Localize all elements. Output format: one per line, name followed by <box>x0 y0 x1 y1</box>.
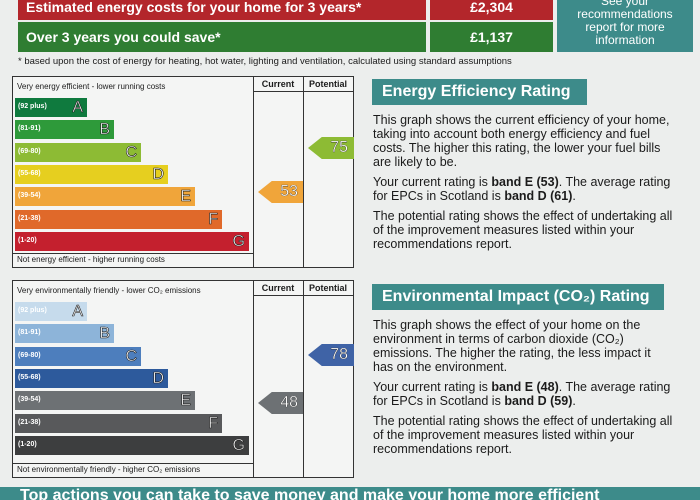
band-range: (55-68) <box>18 373 41 381</box>
band-letter: G <box>232 232 245 250</box>
band-letter: E <box>180 392 191 410</box>
band: (39-54) E <box>15 187 195 207</box>
text: This graph shows the effect of your home… <box>373 318 651 374</box>
band-letter: B <box>99 325 110 343</box>
paragraph: The potential rating shows the effect of… <box>373 209 673 251</box>
environment-chart: 48 78 Current Potential Very environmental… <box>12 280 354 478</box>
bottom-line <box>13 463 253 464</box>
text: band D (59) <box>504 394 573 408</box>
text: Your current rating is <box>373 175 492 189</box>
text: The potential rating shows the effect of… <box>373 414 673 456</box>
paragraph: This graph shows the current efficiency … <box>373 113 673 169</box>
band: (1-20) G <box>15 231 249 251</box>
potential-arrow: 78 <box>308 344 354 366</box>
band-letter: C <box>125 347 137 365</box>
text: band E (53) <box>491 175 559 189</box>
header-line <box>253 91 354 92</box>
band-range: (1-20) <box>18 236 37 244</box>
band-range: (92 plus) <box>18 103 47 110</box>
environment-heading: Environmental Impact (CO₂) Rating <box>372 284 664 310</box>
band-range: (81-91) <box>18 125 41 133</box>
band: (81-91) B <box>15 120 114 140</box>
text: band E (48) <box>491 380 559 394</box>
potential-arrow: 75 <box>308 137 354 159</box>
column-line <box>303 281 304 477</box>
column-line <box>303 77 304 267</box>
top-label: Very energy efficient - lower running co… <box>17 82 166 91</box>
band: (55-68) D <box>15 164 168 184</box>
band-range: (81-91) <box>18 329 41 337</box>
text: This graph shows the current efficiency … <box>373 113 670 169</box>
band-range: (39-54) <box>18 396 41 404</box>
band-range: (21-38) <box>18 214 41 222</box>
column-title: Potential <box>308 79 347 89</box>
band: (69-80) C <box>15 142 141 162</box>
band: (1-20) G <box>15 435 249 455</box>
footer: Top actions you can take to save money a… <box>0 487 700 500</box>
band-range: (1-20) <box>18 440 37 448</box>
band: (39-54) E <box>15 391 195 411</box>
band-letter: C <box>125 143 137 161</box>
band-range: (92 plus) <box>18 307 47 314</box>
band-range: (55-68) <box>18 169 41 177</box>
band: (81-91) B <box>15 324 114 344</box>
top-label: Very environmentally friendly - lower CO… <box>17 286 201 295</box>
footnote: * based upon the cost of energy for heat… <box>18 56 512 67</box>
note: See your recommendations report for more… <box>557 0 693 52</box>
band-letter: F <box>208 210 218 228</box>
band-letter: F <box>208 414 218 432</box>
band: (69-80) C <box>15 346 141 366</box>
column-title: Current <box>261 283 295 293</box>
text: . <box>572 394 576 408</box>
text: . The average rating for EPCs in Scotlan… <box>373 175 671 203</box>
band-letter: A <box>72 303 83 321</box>
band: (92 plus) A <box>15 98 87 117</box>
text: Your current rating is <box>373 380 492 394</box>
energy-heading: Energy Efficiency Rating <box>372 79 587 105</box>
cost-label: Estimated energy costs for your home for… <box>18 0 426 20</box>
band-letter: A <box>72 99 83 117</box>
environment-text: This graph shows the effect of your home… <box>373 318 673 462</box>
current-arrow: 53 <box>258 181 304 203</box>
text: . <box>572 189 576 203</box>
header-line <box>253 295 354 296</box>
paragraph: Your current rating is band E (53). The … <box>373 175 673 203</box>
band-letter: E <box>180 188 191 206</box>
band: (92 plus) A <box>15 302 87 321</box>
band-letter: D <box>152 165 164 184</box>
text: . The average rating for EPCs in Scotlan… <box>373 380 671 408</box>
band-range: (69-80) <box>18 147 41 155</box>
current-arrow: 48 <box>258 392 304 414</box>
band: (21-38) F <box>15 413 222 433</box>
bottom-label: Not environmentally friendly - higher CO… <box>17 465 201 474</box>
text: The potential rating shows the effect of… <box>373 209 673 251</box>
band-letter: G <box>232 436 245 454</box>
saving-value: £1,137 <box>430 22 553 52</box>
column-line <box>253 281 254 477</box>
energy-text: This graph shows the current efficiency … <box>373 113 673 257</box>
column-title: Potential <box>308 283 347 293</box>
band: (55-68) D <box>15 368 168 388</box>
energy-chart: 53 75 Current Potential Very energy effici… <box>12 76 354 268</box>
paragraph: The potential rating shows the effect of… <box>373 414 673 456</box>
band: (21-38) F <box>15 209 222 229</box>
band-range: (39-54) <box>18 192 41 200</box>
text: band D (61) <box>504 189 573 203</box>
column-title: Current <box>261 79 295 89</box>
paragraph: This graph shows the effect of your home… <box>373 318 673 374</box>
column-line <box>253 77 254 267</box>
band-range: (69-80) <box>18 351 41 359</box>
band-range: (21-38) <box>18 418 41 426</box>
band-letter: D <box>152 369 164 388</box>
saving-label: Over 3 years you could save* <box>18 22 426 52</box>
band-letter: B <box>99 121 110 139</box>
bottom-label: Not energy efficient - higher running co… <box>17 255 165 264</box>
paragraph: Your current rating is band E (48). The … <box>373 380 673 408</box>
bottom-line <box>13 253 253 254</box>
cost-value: £2,304 <box>430 0 553 20</box>
